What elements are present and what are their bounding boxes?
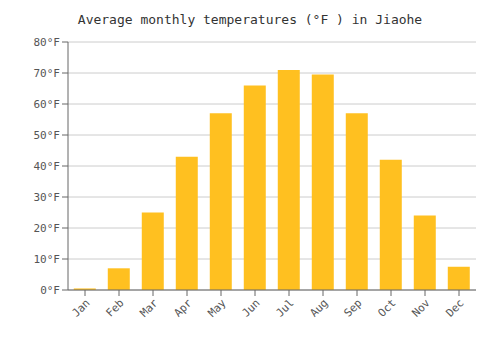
svg-text:80°F: 80°F — [34, 36, 61, 49]
svg-text:Jan: Jan — [69, 296, 92, 319]
svg-text:Jul: Jul — [273, 296, 296, 319]
svg-text:May: May — [205, 296, 229, 320]
svg-text:Apr: Apr — [171, 296, 195, 320]
svg-text:10°F: 10°F — [34, 253, 61, 266]
svg-text:Feb: Feb — [103, 296, 126, 319]
svg-text:20°F: 20°F — [34, 222, 61, 235]
svg-text:0°F: 0°F — [40, 284, 60, 297]
svg-text:Jun: Jun — [239, 296, 262, 319]
svg-text:Aug: Aug — [307, 296, 330, 319]
svg-text:50°F: 50°F — [34, 129, 61, 142]
svg-text:Oct: Oct — [375, 296, 398, 319]
svg-text:Sep: Sep — [341, 296, 364, 319]
svg-text:40°F: 40°F — [34, 160, 61, 173]
svg-text:70°F: 70°F — [34, 67, 61, 80]
html-text:Average monthly temperatures (: Average monthly temperatures (°F ) in Ji… — [77, 12, 423, 27]
svg-text:30°F: 30°F — [34, 191, 61, 204]
svg-text:Mar: Mar — [137, 296, 161, 320]
svg-text:Nov: Nov — [409, 296, 433, 320]
svg-text:60°F: 60°F — [34, 98, 61, 111]
svg-text:Dec: Dec — [443, 296, 466, 319]
